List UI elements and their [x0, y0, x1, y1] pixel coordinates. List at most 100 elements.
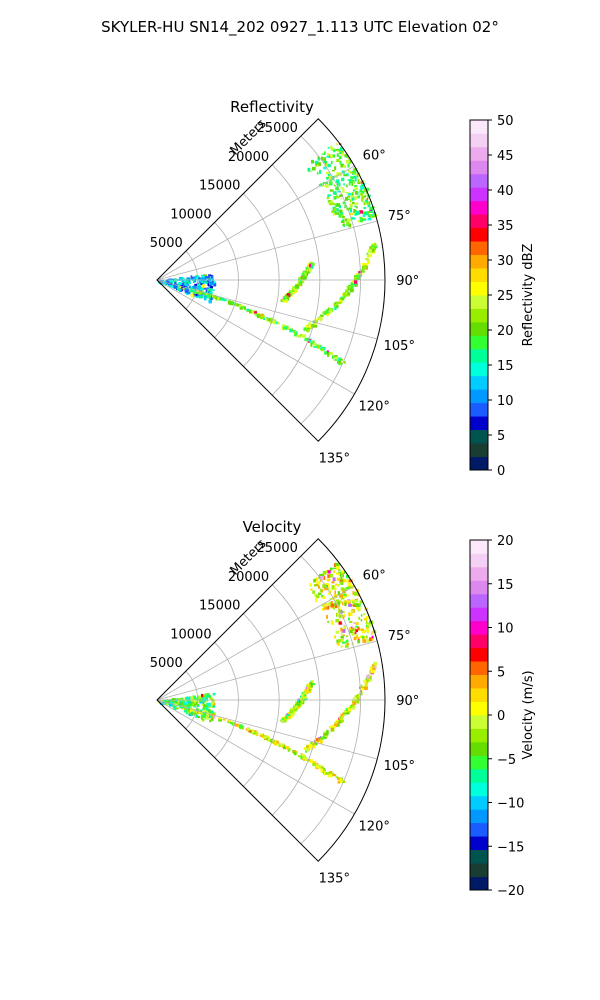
reflectivity-echo-near-range-clutter — [211, 281, 214, 284]
reflectivity-echo-line-A — [355, 273, 358, 276]
velocity-title: Velocity — [243, 518, 302, 536]
reflectivity-echo-near-range-clutter — [206, 276, 211, 279]
reflectivity-echo-outer-band — [354, 212, 358, 216]
reflectivity-echo-outer-band — [354, 177, 357, 182]
reflectivity-echo-outer-band — [341, 170, 345, 173]
velocity-echo-line-B — [325, 772, 329, 775]
velocity-echo-outer-band — [358, 616, 361, 620]
velocity-echo-near-range-clutter — [208, 695, 212, 698]
reflectivity-echo-outer-band — [312, 166, 316, 171]
velocity-echo-outer-band — [332, 577, 336, 582]
reflectivity-echo-outer-band — [351, 192, 354, 196]
velocity-echo-line-A — [369, 671, 372, 674]
velocity-echo-outer-band — [346, 579, 349, 583]
reflectivity-echo-line-B — [313, 342, 317, 347]
reflectivity-echo-line-B — [207, 293, 212, 298]
reflectivity-echo-outer-band — [360, 186, 365, 190]
velocity-echo-line-A — [372, 668, 375, 672]
velocity-echo-outer-band — [347, 601, 351, 604]
velocity-echo-line-A — [336, 723, 340, 727]
reflectivity-echo-near-range-clutter — [196, 275, 200, 280]
velocity-echo-outer-band — [369, 620, 373, 624]
velocity-echo-near-range-clutter — [192, 695, 196, 698]
velocity-echo-outer-band — [333, 570, 335, 573]
reflectivity-echo-line-A — [341, 297, 345, 301]
velocity-colorbar-segment — [470, 647, 488, 662]
reflectivity-echo-outer-band — [340, 220, 345, 223]
velocity-echo-line-B — [301, 754, 305, 757]
reflectivity-echo-line-A — [339, 299, 342, 302]
velocity-echo-line-B — [275, 740, 279, 744]
reflectivity-echo-outer-band — [327, 163, 331, 168]
reflectivity-colorbar: 0 5 10 15 20 25 30 35 40 45 50 Reflectivity dBZ — [469, 114, 536, 479]
velocity-echo-line-C — [287, 712, 290, 716]
velocity-colorbar-segment — [470, 701, 488, 716]
reflectivity-echo-line-C — [294, 288, 298, 291]
velocity-echo-outer-band — [365, 627, 369, 629]
reflectivity-echo-line-C — [300, 281, 303, 286]
velocity-azimuth-label: 90° — [396, 694, 419, 709]
reflectivity-echo-line-A — [365, 263, 368, 265]
reflectivity-echo-outer-band — [329, 202, 332, 206]
velocity-echo-line-A — [315, 740, 318, 744]
reflectivity-echo-near-range-clutter — [201, 277, 204, 281]
velocity-echo-near-range-clutter — [206, 709, 211, 714]
reflectivity-echo-line-B — [287, 326, 290, 330]
reflectivity-colorbar-segment — [470, 321, 488, 336]
velocity-echo-near-range-clutter — [204, 716, 209, 720]
reflectivity-echo-near-range-clutter — [206, 287, 210, 289]
reflectivity-echo-line-A — [317, 318, 321, 320]
reflectivity-echo-outer-band — [338, 182, 341, 187]
velocity-echo-outer-band — [354, 599, 359, 603]
velocity-colorbar-segment — [470, 849, 488, 864]
velocity-echo-line-B — [339, 779, 343, 784]
velocity-echo-near-range-clutter — [174, 701, 177, 705]
velocity-echo-outer-band — [338, 621, 342, 625]
reflectivity-echo-outer-band — [331, 202, 335, 205]
reflectivity-echo-outer-band — [349, 203, 353, 207]
reflectivity-echo-line-B — [213, 296, 217, 299]
reflectivity-echo-outer-band — [336, 179, 340, 183]
reflectivity-echo-line-C — [300, 276, 305, 280]
velocity-echo-outer-band — [340, 627, 343, 632]
velocity-echo-outer-band — [330, 603, 335, 608]
velocity-echo-near-range-clutter — [192, 702, 196, 706]
reflectivity-echo-line-A — [354, 275, 356, 278]
velocity-echo-line-B — [286, 746, 290, 749]
velocity-echo-line-B — [316, 763, 319, 766]
velocity-echo-near-range-clutter — [201, 703, 203, 706]
velocity-echo-near-range-clutter — [192, 704, 195, 706]
reflectivity-echo-outer-band — [327, 201, 330, 204]
velocity-echo-line-C — [285, 715, 289, 719]
velocity-range-label: 25000 — [257, 541, 298, 556]
velocity-echo-outer-band — [337, 591, 340, 595]
velocity-echo-line-C — [290, 713, 294, 717]
velocity-azimuth-spoke — [156, 585, 355, 701]
reflectivity-colorbar-segment — [470, 214, 488, 229]
reflectivity-echo-line-C — [306, 271, 309, 274]
reflectivity-echo-near-range-clutter — [172, 279, 175, 283]
reflectivity-echo-near-range-clutter — [208, 288, 213, 292]
reflectivity-colorbar-tick-label: 25 — [497, 289, 514, 304]
velocity-colorbar-segment — [470, 863, 488, 877]
velocity-echo-line-B — [268, 737, 270, 742]
reflectivity-echo-near-range-clutter — [195, 275, 199, 277]
velocity-echo-outer-band — [343, 613, 346, 616]
velocity-echo-line-C — [309, 683, 313, 686]
reflectivity-echo-outer-band — [334, 166, 337, 170]
reflectivity-echo-near-range-clutter — [197, 286, 201, 290]
reflectivity-echo-line-B — [289, 328, 292, 333]
velocity-echo-outer-band — [325, 584, 328, 588]
reflectivity-echo-near-range-clutter — [184, 287, 189, 290]
velocity-echo-line-B — [320, 765, 324, 768]
velocity-echo-outer-band — [331, 621, 335, 625]
velocity-echo-outer-band — [349, 620, 353, 623]
reflectivity-echo-outer-band — [333, 184, 336, 187]
velocity-echo-line-C — [311, 680, 313, 683]
reflectivity-echo-outer-band — [323, 157, 326, 162]
velocity-echo-line-C — [301, 692, 304, 694]
reflectivity-echo-outer-band — [352, 217, 356, 220]
velocity-colorbar-label: Velocity (m/s) — [521, 670, 536, 759]
velocity-echo-near-range-clutter — [210, 710, 214, 714]
reflectivity-echo-line-B — [256, 314, 260, 319]
